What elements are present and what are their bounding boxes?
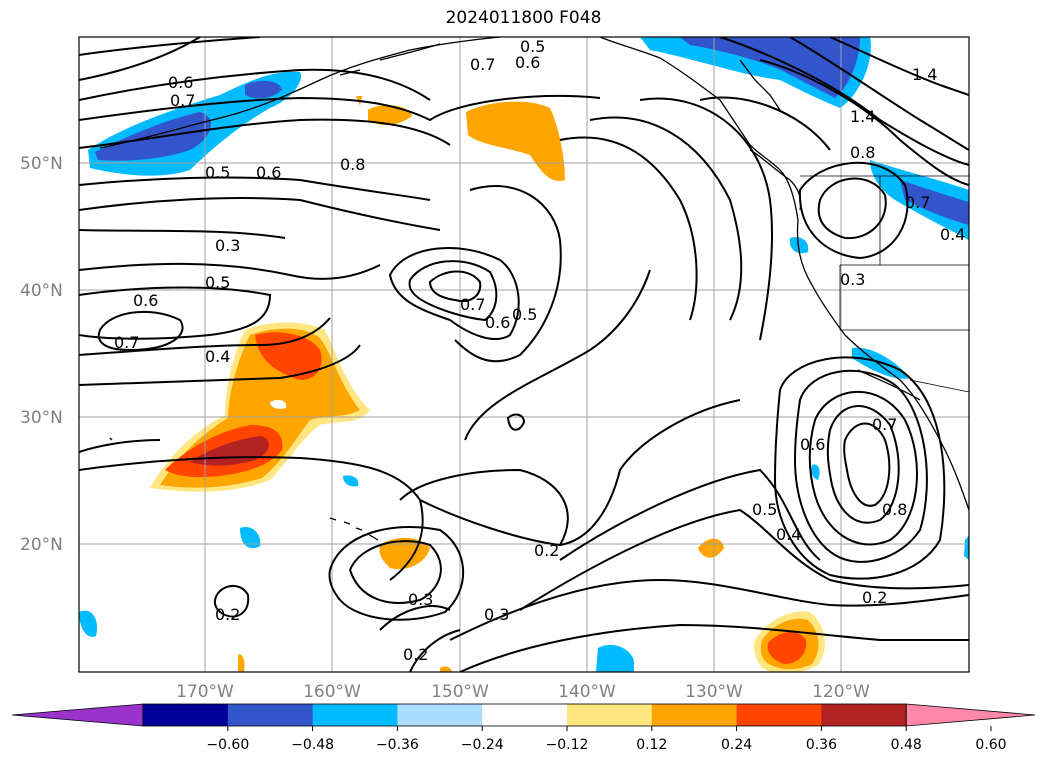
- contour-label: 0.3: [840, 270, 865, 289]
- colorbar-tick-label: 0.48: [891, 737, 922, 753]
- contour-label: 0.5: [205, 273, 230, 292]
- contour-label: 1.4: [912, 65, 937, 84]
- colorbar-segment: [143, 704, 229, 726]
- contour-label: 0.8: [850, 143, 875, 162]
- colorbar-tick-label: −0.48: [291, 737, 334, 753]
- colorbar-extend-low: [11, 703, 144, 727]
- colorbar: −0.60 −0.48 −0.36 −0.24 −0.12 0.12 0.24 0.36 0.4…: [11, 703, 1036, 753]
- contour-label: 0.3: [408, 590, 433, 609]
- coastlines: [99, 37, 969, 541]
- contour-label: 0.2: [215, 605, 240, 624]
- contour-label: 0.6: [800, 435, 825, 454]
- contour-label: 0.2: [862, 588, 887, 607]
- colorbar-tick-label: 0.60: [975, 737, 1006, 753]
- graticule: [79, 37, 969, 672]
- lon-label: 130°W: [685, 682, 743, 702]
- lat-label: 40°N: [20, 281, 63, 301]
- colorbar-tick-label: 0.36: [806, 737, 837, 753]
- colorbar-segment: [227, 704, 314, 726]
- contour-label: 0.2: [534, 541, 559, 560]
- contour-label: 1.4: [850, 107, 875, 126]
- contour-label: 0.4: [776, 525, 801, 544]
- contour-label: 0.3: [215, 236, 240, 255]
- contour-label: 0.8: [882, 500, 907, 519]
- contour-label: 0.7: [460, 295, 485, 314]
- colorbar-tick-label: −0.60: [206, 737, 249, 753]
- contour-label: 0.6: [515, 53, 540, 72]
- lon-label: 170°W: [176, 682, 234, 702]
- figure-title: 2024011800 F048: [445, 8, 602, 28]
- contour-label: 0.7: [114, 333, 139, 352]
- colorbar-tick-label: 0.24: [721, 737, 752, 753]
- contour-label: 0.2: [403, 645, 428, 664]
- colorbar-segment: [567, 704, 653, 726]
- colorbar-segment: [821, 704, 907, 726]
- colorbar-tick-label: 0.12: [636, 737, 667, 753]
- colorbar-segment: [397, 704, 483, 726]
- colorbar-tick-label: −0.12: [546, 737, 589, 753]
- contour-labels: 0.5 0.7 0.6 0.6 0.7 0.5 0.6 0.8 0.3 0.5 …: [114, 37, 965, 664]
- colorbar-segment: [736, 704, 822, 726]
- lon-label: 160°W: [303, 682, 361, 702]
- contour-label: 0.4: [205, 347, 230, 366]
- contour-label: 0.5: [512, 305, 537, 324]
- lat-label: 30°N: [20, 408, 63, 428]
- contour-label: 0.6: [256, 163, 281, 182]
- contour-label: 0.6: [485, 313, 510, 332]
- contour-label: 0.4: [940, 225, 965, 244]
- contour-label: 0.8: [340, 155, 365, 174]
- lat-label: 20°N: [20, 535, 63, 555]
- contours: [79, 37, 969, 672]
- borders: [800, 175, 969, 393]
- contour-label: 0.5: [752, 500, 777, 519]
- lon-label: 120°W: [812, 682, 870, 702]
- lon-label: 140°W: [558, 682, 616, 702]
- colorbar-tick-label: −0.24: [461, 737, 504, 753]
- colorbar-segment: [651, 704, 738, 726]
- contour-label: 0.5: [205, 163, 230, 182]
- contour-label: 0.7: [905, 193, 930, 212]
- contour-label: 0.6: [133, 291, 158, 310]
- lon-axis-labels: 170°W 160°W 150°W 140°W 130°W 120°W: [176, 682, 870, 702]
- contour-label: 0.5: [520, 37, 545, 56]
- colorbar-frame: [142, 703, 907, 727]
- colorbar-segment: [312, 704, 398, 726]
- contour-label: 0.7: [470, 55, 495, 74]
- contour-label: 0.3: [484, 605, 509, 624]
- lat-label: 50°N: [20, 154, 63, 174]
- lon-label: 150°W: [431, 682, 489, 702]
- map-frame: [78, 36, 970, 673]
- contour-label: 0.6: [168, 73, 193, 92]
- colorbar-segment: [482, 704, 568, 726]
- colorbar-tick-label: −0.36: [376, 737, 419, 753]
- lat-axis-labels: 50°N 40°N 30°N 20°N: [20, 154, 63, 555]
- contour-label: 0.7: [170, 91, 195, 110]
- colorbar-extend-high: [905, 703, 1036, 727]
- contour-label: 0.7: [872, 415, 897, 434]
